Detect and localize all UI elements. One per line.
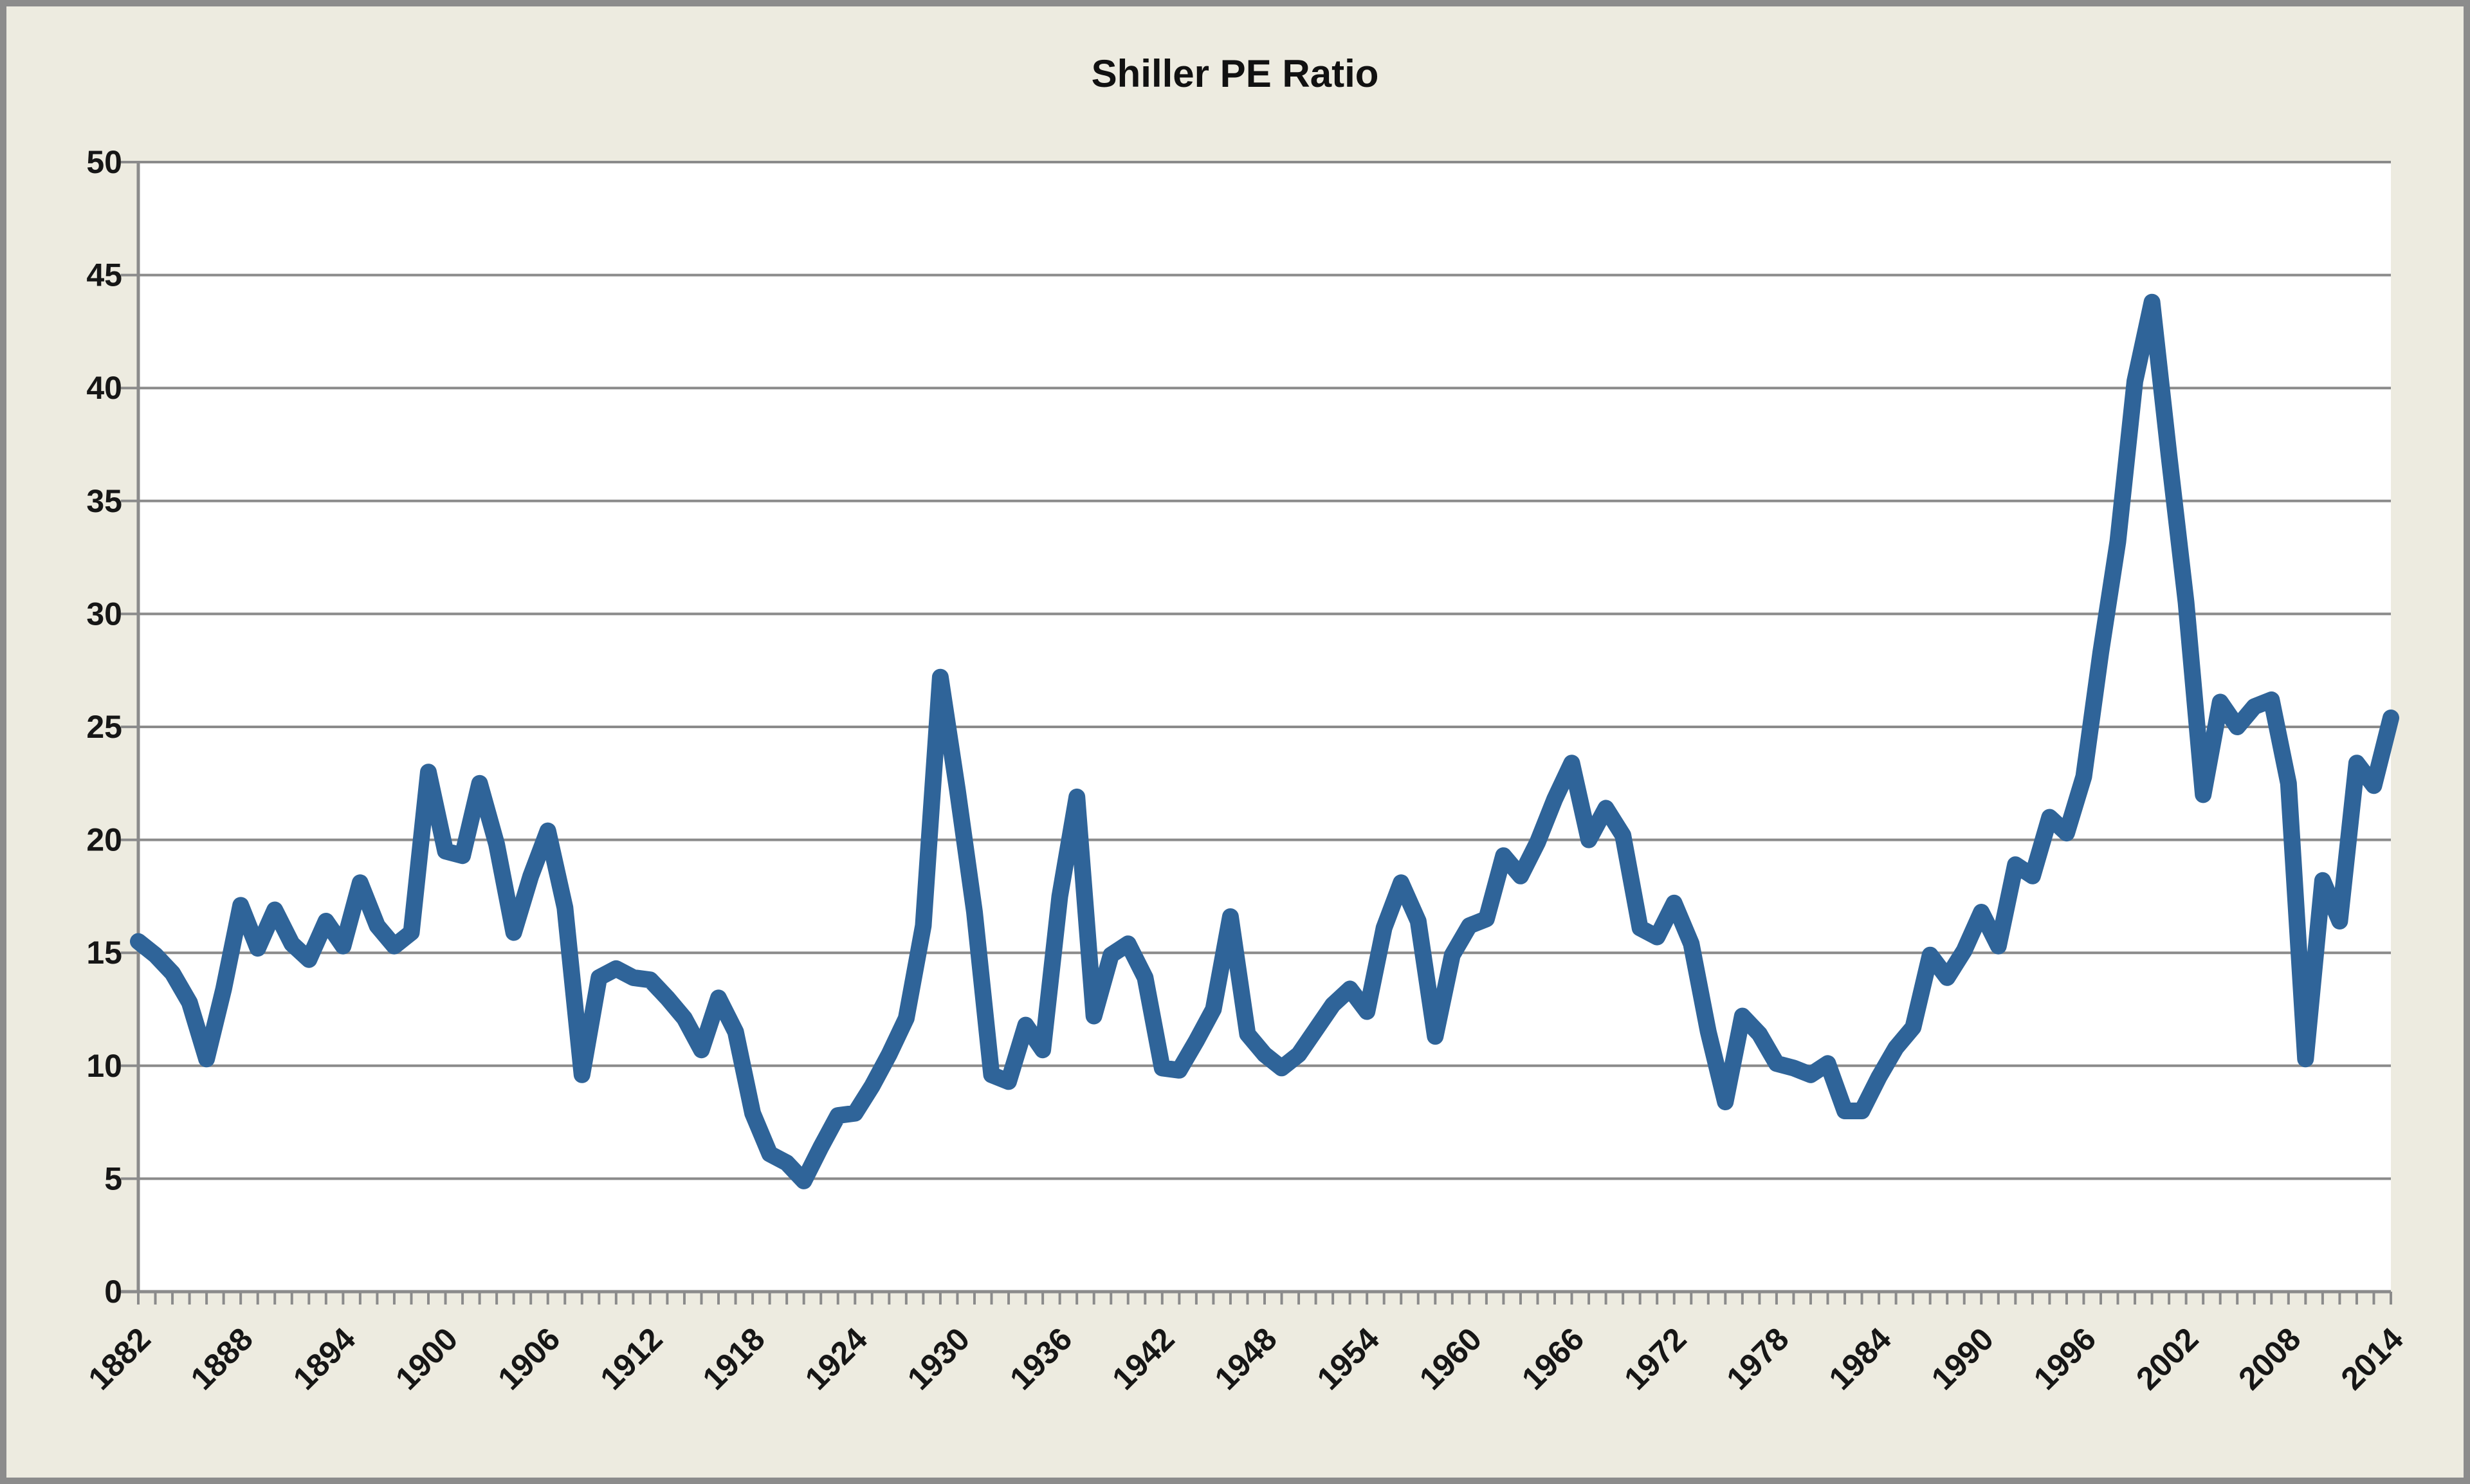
x-axis-label-1906: 1906 — [491, 1321, 567, 1397]
x-axis-label-1960: 1960 — [1413, 1321, 1488, 1397]
pe-ratio-line — [130, 293, 2399, 1189]
x-axis-label-1984: 1984 — [1822, 1321, 1898, 1397]
y-axis-label-50: 50 — [86, 144, 122, 180]
x-axis-label-1924: 1924 — [798, 1321, 874, 1397]
y-axis-label-group: 0 5 10 15 20 25 30 35 40 45 50 — [86, 144, 122, 1310]
x-axis-label-group: 1882 1888 1894 1900 1906 1912 1918 1924 1930 1936… — [82, 1321, 2410, 1397]
x-axis-label-1888: 1888 — [184, 1321, 260, 1397]
x-axis-label-2008: 2008 — [2231, 1321, 2307, 1397]
x-axis-label-1978: 1978 — [1719, 1321, 1795, 1397]
y-axis-label-20: 20 — [86, 822, 122, 858]
chart-title: Shiller PE Ratio — [1092, 52, 1379, 95]
y-axis-label-25: 25 — [86, 709, 122, 745]
x-axis-label-1894: 1894 — [286, 1321, 362, 1397]
y-axis-label-5: 5 — [104, 1160, 122, 1196]
x-axis-label-1966: 1966 — [1515, 1321, 1591, 1397]
y-axis-label-10: 10 — [86, 1048, 122, 1084]
y-axis-label-30: 30 — [86, 596, 122, 632]
x-axis-label-2002: 2002 — [2129, 1321, 2205, 1397]
y-axis-label-45: 45 — [86, 257, 122, 293]
x-axis-label-1882: 1882 — [82, 1321, 158, 1397]
x-axis-label-1990: 1990 — [1925, 1321, 2000, 1397]
x-axis-label-1972: 1972 — [1617, 1321, 1693, 1397]
x-axis-label-1930: 1930 — [901, 1321, 976, 1397]
x-axis-label-1948: 1948 — [1208, 1321, 1284, 1397]
y-axis-label-35: 35 — [86, 483, 122, 519]
y-axis-label-15: 15 — [86, 935, 122, 971]
x-axis-label-1912: 1912 — [593, 1321, 669, 1397]
x-axis-label-1918: 1918 — [696, 1321, 772, 1397]
shiller-pe-chart: 0 5 10 15 20 25 30 35 40 45 50 1882 1888 1894 1900 190… — [82, 52, 2410, 1397]
x-axis-label-2014: 2014 — [2334, 1321, 2410, 1397]
x-axis-label-1954: 1954 — [1310, 1321, 1386, 1397]
gridline-group — [121, 161, 2391, 1180]
y-axis-label-0: 0 — [104, 1274, 122, 1310]
x-axis-tick-group — [137, 1292, 2392, 1305]
x-axis-label-1900: 1900 — [389, 1321, 464, 1397]
x-axis-label-1996: 1996 — [2027, 1321, 2103, 1397]
x-axis-label-1942: 1942 — [1105, 1321, 1181, 1397]
y-axis-label-40: 40 — [86, 370, 122, 406]
x-axis-label-1936: 1936 — [1003, 1321, 1079, 1397]
